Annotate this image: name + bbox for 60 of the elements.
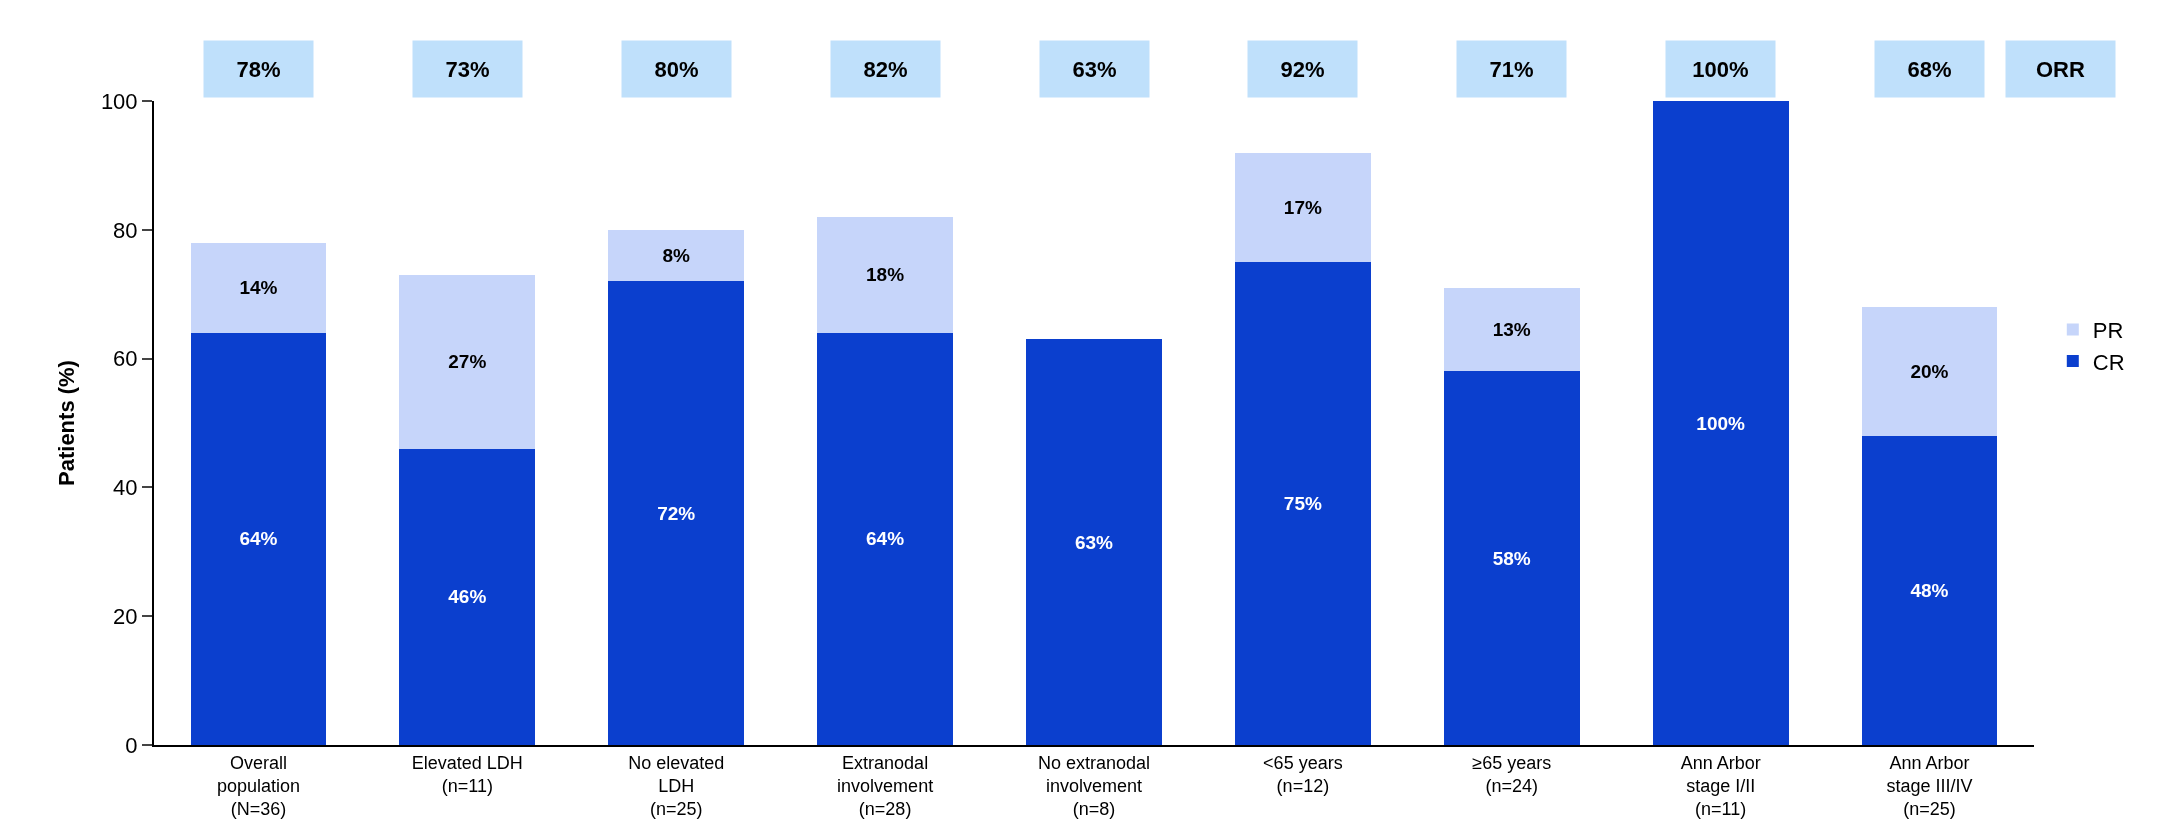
- legend-label: PR: [2092, 318, 2124, 344]
- bar: [399, 448, 536, 745]
- x-tick-label: Elevated LDH (n=11): [411, 752, 523, 796]
- bar: [608, 281, 745, 745]
- bar: [1443, 287, 1580, 372]
- x-tick-label: Ann Arbor stage I/II (n=11): [1680, 752, 1761, 820]
- text: 63%: [1072, 56, 1117, 82]
- text: 82%: [863, 56, 908, 82]
- data-label: 18%: [866, 264, 905, 286]
- x-tick-label: Ann Arbor stage III/IV (n=25): [1886, 752, 1973, 820]
- data-label: 8%: [662, 245, 690, 267]
- legend-label: CR: [2092, 349, 2125, 375]
- bar: [190, 332, 327, 745]
- text: 92%: [1280, 56, 1325, 82]
- bar: [1026, 339, 1162, 745]
- data-label: 100%: [1696, 412, 1746, 434]
- y-tick-label: 0: [125, 732, 138, 758]
- data-label: 75%: [1283, 493, 1322, 514]
- data-label: 17%: [1283, 196, 1322, 218]
- bar: [1652, 101, 1789, 745]
- x-tick-label: <65 years (n=12): [1263, 752, 1343, 796]
- x-tick-label: ≥65 years (n=24): [1472, 752, 1552, 796]
- data-label: 72%: [657, 502, 696, 524]
- y-tick-label: 60: [113, 346, 138, 372]
- data-label: 13%: [1492, 319, 1531, 341]
- data-label: 64%: [239, 528, 278, 550]
- bar: [1235, 152, 1371, 262]
- bar: [817, 216, 953, 333]
- data-label: 58%: [1492, 547, 1531, 569]
- data-label: 46%: [448, 586, 487, 608]
- y-tick-label: 100: [100, 88, 138, 114]
- data-label: 63%: [1074, 531, 1114, 553]
- text: ORR: [2036, 56, 2085, 82]
- bar: [1861, 435, 1998, 745]
- bar: [817, 332, 953, 745]
- data-label: 64%: [866, 528, 905, 550]
- y-axis-title: Patients (%): [54, 360, 80, 486]
- text: 68%: [1907, 56, 1952, 82]
- data-label: 20%: [1910, 360, 1949, 382]
- x-tick-label: No elevated LDH (n=25): [628, 752, 725, 820]
- y-tick-label: 40: [113, 475, 138, 501]
- bar: [1861, 307, 1998, 436]
- bar: [1443, 371, 1580, 745]
- text: 78%: [236, 56, 281, 82]
- x-tick-label: Overall population (N=36): [216, 752, 300, 820]
- bar: [190, 242, 327, 333]
- data-label: 14%: [239, 277, 278, 299]
- bar: [399, 274, 536, 449]
- data-label: 27%: [448, 351, 487, 373]
- y-tick-label: 80: [113, 217, 138, 243]
- x-tick-label: Extranodal involvement (n=28): [837, 752, 934, 820]
- bar: [608, 229, 745, 282]
- y-tick-label: 20: [113, 603, 138, 629]
- data-label: 48%: [1910, 579, 1949, 601]
- text: 100%: [1692, 56, 1749, 82]
- text: 80%: [654, 56, 699, 82]
- x-tick-label: No extranodal involvement (n=8): [1037, 752, 1151, 820]
- text: 71%: [1489, 56, 1534, 82]
- text: 73%: [445, 56, 490, 82]
- bar: [1235, 262, 1371, 745]
